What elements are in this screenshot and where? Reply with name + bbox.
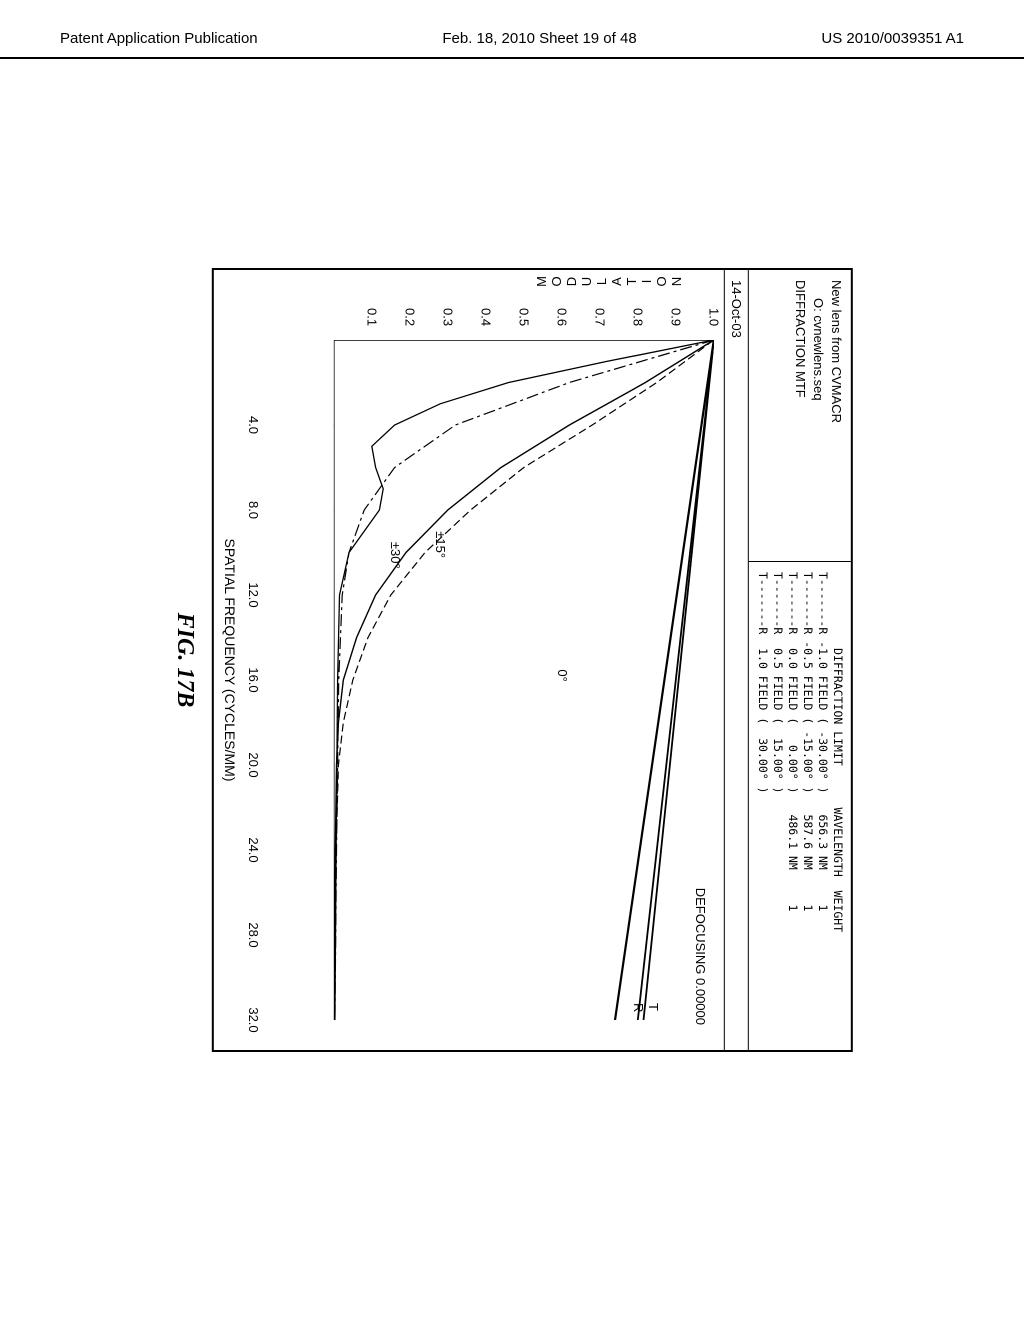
header-center: Feb. 18, 2010 Sheet 19 of 48	[442, 30, 636, 47]
header-right: US 2010/0039351 A1	[821, 30, 964, 47]
chart-body: DEFOCUSING 0.00000 MODULATION SPATIAL FR…	[214, 270, 724, 1050]
label-pm15: ±15°	[433, 531, 448, 558]
lens-title-2: O: cvnewlens.seq	[808, 280, 826, 551]
label-pm30: ±30°	[388, 542, 403, 569]
y-tick-label: 0.3	[441, 308, 456, 326]
x-tick-label: 32.0	[246, 1007, 261, 1032]
x-tick-label: 24.0	[246, 837, 261, 862]
x-tick-label: 4.0	[246, 416, 261, 434]
legend-fields: DIFFRACTION LIMIT T-------R -1.0 FIELD (…	[755, 572, 845, 794]
x-tick-label: 16.0	[246, 667, 261, 692]
mtf-plot-svg	[334, 340, 714, 1020]
x-axis-label: SPATIAL FREQUENCY (CYCLES/MM)	[222, 539, 238, 782]
x-tick-label: 28.0	[246, 922, 261, 947]
chart-title-block: New lens from CVMACR O: cvnewlens.seq DI…	[749, 270, 851, 562]
y-tick-label: 0.8	[631, 308, 646, 326]
label-R: R	[631, 1003, 646, 1012]
label-0deg: 0°	[555, 669, 570, 681]
page-header: Patent Application Publication Feb. 18, …	[0, 0, 1024, 59]
y-tick-label: 0.7	[593, 308, 608, 326]
legend-block: DIFFRACTION LIMIT T-------R -1.0 FIELD (…	[749, 562, 851, 1050]
lens-title-1: New lens from CVMACR	[827, 280, 845, 551]
chart-date: 14-Oct-03	[724, 270, 748, 1050]
y-tick-label: 0.9	[669, 308, 684, 326]
y-tick-label: 0.1	[365, 308, 380, 326]
figure-rotated-wrapper: New lens from CVMACR O: cvnewlens.seq DI…	[171, 268, 853, 1052]
lens-title-3: DIFFRACTION MTF	[790, 280, 808, 551]
chart-header: New lens from CVMACR O: cvnewlens.seq DI…	[748, 270, 851, 1050]
y-axis-label: MODULATION	[534, 274, 684, 289]
y-tick-label: 0.2	[403, 308, 418, 326]
x-tick-label: 12.0	[246, 582, 261, 607]
y-tick-label: 1.0	[707, 308, 722, 326]
x-tick-label: 8.0	[246, 501, 261, 519]
figure-number: FIG. 17B	[171, 268, 198, 1052]
y-tick-label: 0.6	[555, 308, 570, 326]
y-tick-label: 0.5	[517, 308, 532, 326]
label-T: T	[646, 1003, 661, 1011]
x-tick-label: 20.0	[246, 752, 261, 777]
y-tick-label: 0.4	[479, 308, 494, 326]
chart-frame: New lens from CVMACR O: cvnewlens.seq DI…	[212, 268, 853, 1052]
header-left: Patent Application Publication	[60, 30, 258, 47]
legend-wavelengths: WAVELENGTH WEIGHT 656.3 NM 1 587.6 NM 1 …	[755, 808, 845, 933]
